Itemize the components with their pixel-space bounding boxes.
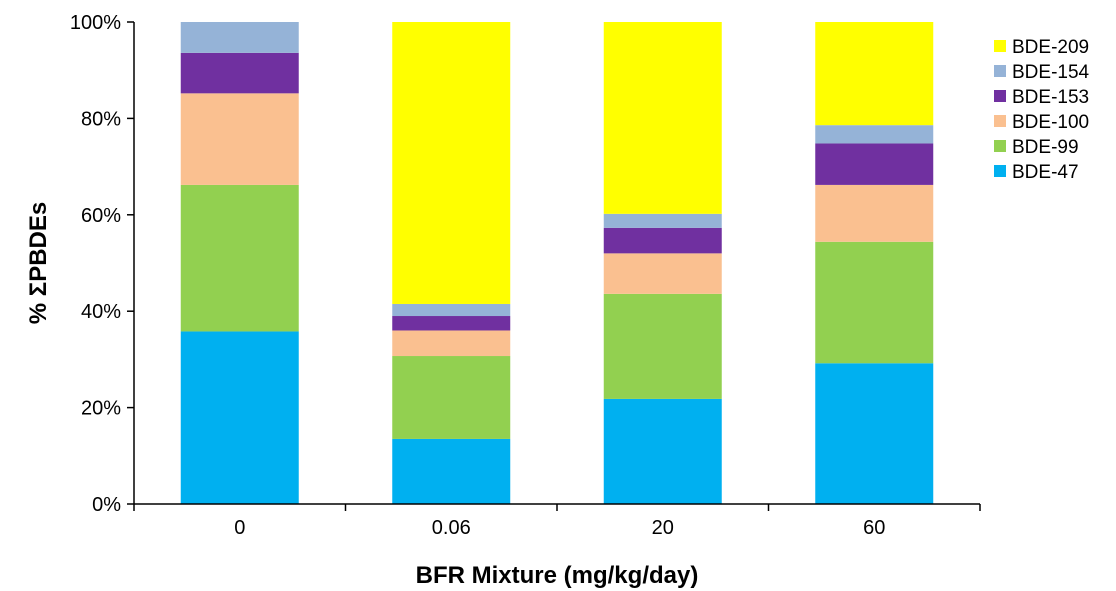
legend-swatch-bde-209 bbox=[994, 40, 1006, 52]
y-tick-label: 0% bbox=[92, 494, 121, 516]
legend-label: BDE-153 bbox=[1012, 87, 1089, 108]
y-tick-label: 100% bbox=[70, 12, 121, 34]
bar-segment-bde-100 bbox=[815, 184, 934, 242]
legend-label: BDE-100 bbox=[1012, 112, 1089, 133]
bar-segment-bde-153 bbox=[603, 227, 722, 254]
x-tick-label: 60 bbox=[863, 517, 885, 539]
bar-segment-bde-209 bbox=[392, 22, 511, 304]
y-ticks-group: 0% 20% 40% 60% 80% 100% bbox=[70, 12, 134, 516]
bar-segment-bde-154 bbox=[815, 125, 934, 144]
bar-segment-bde-100 bbox=[392, 330, 511, 357]
bars-group bbox=[180, 22, 934, 504]
legend-label: BDE-209 bbox=[1012, 37, 1089, 58]
y-tick-label: 40% bbox=[81, 301, 121, 323]
y-axis-title: % ΣPBDEs bbox=[25, 202, 52, 324]
bar-segment-bde-99 bbox=[815, 241, 934, 364]
legend-swatch-bde-154 bbox=[994, 65, 1006, 77]
bar-segment-bde-100 bbox=[180, 93, 299, 185]
legend-swatch-bde-47 bbox=[994, 165, 1006, 177]
bar-segment-bde-100 bbox=[603, 253, 722, 294]
bar-segment-bde-99 bbox=[603, 293, 722, 399]
x-ticks-group: 0 0.06 20 60 bbox=[133, 504, 981, 539]
bar-segment-bde-99 bbox=[392, 356, 511, 439]
legend-label: BDE-99 bbox=[1012, 137, 1079, 158]
y-tick-label: 60% bbox=[81, 205, 121, 227]
x-tick-label: 20 bbox=[652, 517, 674, 539]
y-tick-label: 80% bbox=[81, 108, 121, 130]
legend-swatch-bde-100 bbox=[994, 115, 1006, 127]
legend-label: BDE-154 bbox=[1012, 62, 1090, 83]
legend-swatch-bde-153 bbox=[994, 90, 1006, 102]
bar-segment-bde-154 bbox=[180, 22, 299, 53]
bar-segment-bde-209 bbox=[603, 22, 722, 214]
bar-segment-bde-153 bbox=[815, 143, 934, 185]
bar-segment-bde-154 bbox=[603, 213, 722, 228]
bar-segment-bde-47 bbox=[815, 363, 934, 504]
bar-segment-bde-47 bbox=[603, 398, 722, 504]
legend-label: BDE-47 bbox=[1012, 162, 1079, 183]
x-tick-label: 0 bbox=[234, 517, 245, 539]
legend-swatch-bde-99 bbox=[994, 140, 1006, 152]
bar-segment-bde-209 bbox=[815, 22, 934, 126]
x-tick-label: 0.06 bbox=[432, 517, 471, 539]
x-axis-title: BFR Mixture (mg/kg/day) bbox=[416, 562, 699, 589]
legend: BDE-209 BDE-154 BDE-153 BDE-100 BDE-99 BDE-47 bbox=[994, 37, 1090, 183]
bar-segment-bde-153 bbox=[180, 52, 299, 94]
bar-segment-bde-153 bbox=[392, 316, 511, 331]
bar-segment-bde-99 bbox=[180, 184, 299, 332]
bar-segment-bde-47 bbox=[180, 331, 299, 504]
bar-segment-bde-154 bbox=[392, 303, 511, 317]
bar-segment-bde-47 bbox=[392, 438, 511, 504]
y-tick-label: 20% bbox=[81, 398, 121, 420]
